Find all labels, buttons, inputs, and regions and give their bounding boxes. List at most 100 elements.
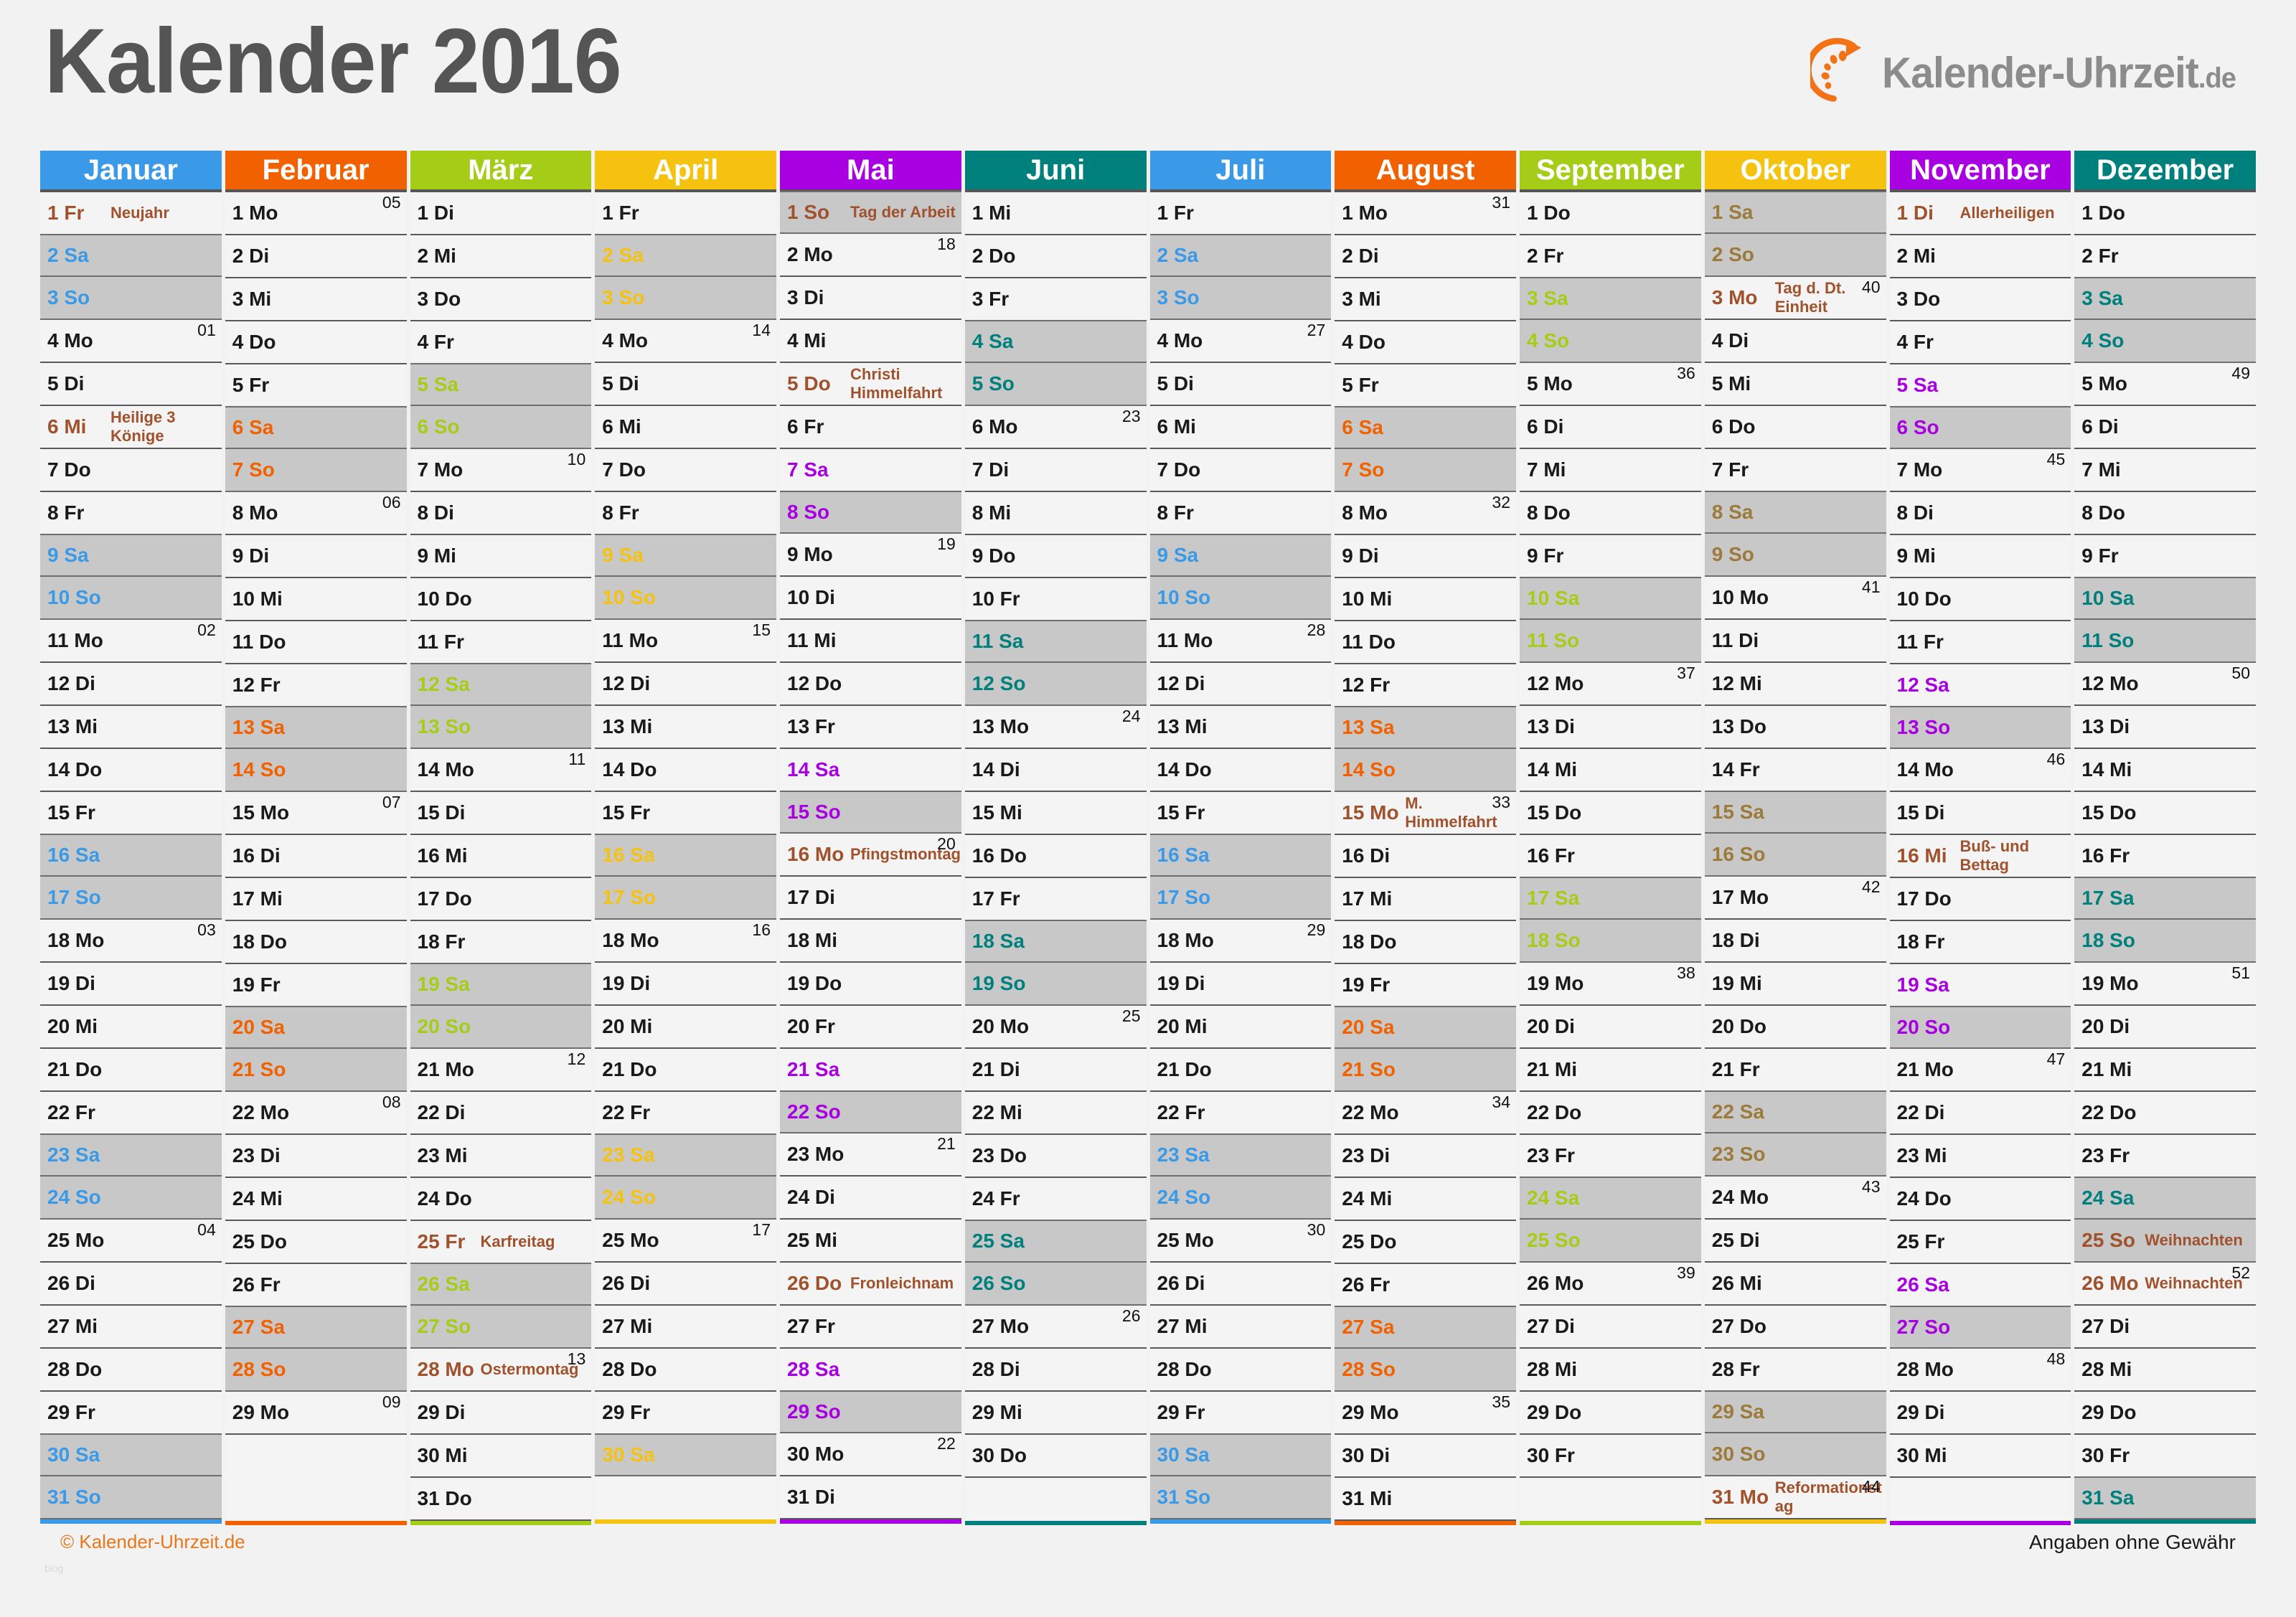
day-cell[interactable]: 1 Sa <box>1704 191 1886 234</box>
day-cell[interactable]: 8 Sa <box>1704 491 1886 534</box>
day-cell[interactable]: 24 Sa <box>1520 1177 1701 1220</box>
day-cell[interactable]: 17 So <box>1149 877 1332 920</box>
day-cell[interactable]: 16 Di <box>1335 835 1516 878</box>
day-cell[interactable]: 19 Sa <box>410 963 592 1006</box>
day-cell[interactable]: 5 Di <box>595 363 776 406</box>
day-cell[interactable]: 31 So <box>40 1476 222 1519</box>
day-cell[interactable]: 6 Di <box>1520 406 1701 449</box>
day-cell[interactable]: 2 Sa <box>595 234 776 277</box>
day-cell[interactable]: 16 Do <box>964 835 1147 878</box>
day-cell[interactable]: 30 Di <box>1335 1435 1516 1478</box>
day-cell[interactable]: 7 Fr <box>1704 449 1886 492</box>
day-cell[interactable]: 20 Sa <box>1335 1006 1516 1049</box>
day-cell[interactable]: 19 Fr <box>1335 964 1516 1007</box>
day-cell[interactable]: 26 Mo 39 <box>1520 1263 1701 1306</box>
day-cell[interactable]: 1 Do <box>2074 192 2256 235</box>
day-cell[interactable]: 12 Sa <box>410 663 592 706</box>
day-cell[interactable]: 17 Di <box>780 877 961 920</box>
day-cell[interactable]: 13 Mi <box>595 706 776 749</box>
day-cell[interactable]: 10 So <box>595 577 776 620</box>
day-cell[interactable]: 26 Di <box>1149 1263 1332 1306</box>
day-cell[interactable]: 14 Do <box>40 749 222 792</box>
day-cell[interactable]: 4 So <box>1520 320 1701 363</box>
month-header[interactable]: Oktober <box>1704 151 1886 189</box>
day-cell[interactable]: 4 Do <box>1335 321 1516 364</box>
day-cell[interactable]: 14 Di <box>964 749 1147 792</box>
day-cell[interactable]: 27 Mo 26 <box>964 1306 1147 1349</box>
day-cell[interactable]: 20 Mi <box>40 1006 222 1049</box>
day-cell[interactable]: 4 Do <box>225 321 407 364</box>
day-cell[interactable]: 18 Fr <box>410 921 592 964</box>
day-cell[interactable]: 6 Do <box>1704 406 1886 449</box>
day-cell[interactable]: 10 Sa <box>1520 577 1701 620</box>
day-cell[interactable]: 12 Di <box>595 663 776 706</box>
day-cell[interactable]: 8 Di <box>410 492 592 535</box>
day-cell[interactable]: 18 Mo 29 <box>1149 920 1332 963</box>
day-cell[interactable]: 3 So <box>595 277 776 320</box>
day-cell[interactable]: 21 Do <box>1149 1049 1332 1092</box>
day-cell[interactable]: 18 Mi <box>780 920 961 963</box>
day-cell[interactable]: 13 Fr <box>780 706 961 749</box>
day-cell[interactable]: 8 Mo 32 <box>1335 492 1516 535</box>
day-cell[interactable]: 9 Sa <box>595 534 776 577</box>
day-cell[interactable]: 29 Mo 35 <box>1335 1392 1516 1435</box>
day-cell[interactable]: 7 Mo 10 <box>410 449 592 492</box>
day-cell[interactable]: 25 Mo 04 <box>40 1220 222 1263</box>
day-cell[interactable]: 27 Mi <box>40 1306 222 1349</box>
day-cell[interactable]: 12 Fr <box>225 664 407 707</box>
month-header[interactable]: Dezember <box>2074 151 2256 189</box>
day-cell[interactable]: 18 Fr <box>1889 921 2071 964</box>
day-cell[interactable]: 5 Sa <box>1889 364 2071 407</box>
day-cell[interactable]: 19 So <box>964 963 1147 1006</box>
day-cell[interactable]: 24 So <box>40 1177 222 1220</box>
day-cell[interactable]: 9 Di <box>1335 535 1516 578</box>
day-cell[interactable]: 7 So <box>225 449 407 492</box>
day-cell[interactable]: 15 Fr <box>595 792 776 835</box>
day-cell[interactable]: 21 Mi <box>1520 1049 1701 1092</box>
day-cell[interactable]: 21 Mo 12 <box>410 1049 592 1092</box>
day-cell[interactable]: 16 So <box>1704 834 1886 877</box>
day-cell[interactable]: 26 Fr <box>225 1264 407 1307</box>
day-cell[interactable]: 24 Fr <box>964 1178 1147 1221</box>
day-cell[interactable]: 21 So <box>225 1049 407 1092</box>
day-cell[interactable]: 10 Do <box>410 578 592 621</box>
day-cell[interactable]: 8 Do <box>2074 492 2256 535</box>
day-cell[interactable]: 11 Mo 02 <box>40 620 222 663</box>
day-cell[interactable]: 21 Do <box>40 1049 222 1092</box>
day-cell[interactable]: 26 Di <box>40 1263 222 1306</box>
day-cell[interactable]: 2 Fr <box>2074 235 2256 278</box>
day-cell[interactable]: 2 Do <box>964 235 1147 278</box>
day-cell[interactable]: 5 Fr <box>225 364 407 407</box>
day-cell[interactable]: 17 Do <box>1889 878 2071 921</box>
day-cell[interactable]: 20 Fr <box>780 1006 961 1049</box>
day-cell[interactable]: 7 Mi <box>1520 449 1701 492</box>
day-cell[interactable]: 11 Di <box>1704 620 1886 663</box>
day-cell[interactable]: 26 Di <box>595 1263 776 1306</box>
day-cell[interactable]: 24 Mo 43 <box>1704 1177 1886 1220</box>
day-cell[interactable]: 23 Di <box>1335 1135 1516 1178</box>
day-cell[interactable]: 12 Mo 37 <box>1520 663 1701 706</box>
day-cell[interactable]: 16 Mi <box>410 835 592 878</box>
day-cell[interactable]: 8 Mi <box>964 492 1147 535</box>
day-cell[interactable]: 15 Do <box>2074 792 2256 835</box>
month-header[interactable]: April <box>595 151 776 189</box>
day-cell[interactable]: 17 Sa <box>2074 877 2256 920</box>
day-cell[interactable]: 14 Mo 46 <box>1889 749 2071 792</box>
day-cell[interactable]: 3 Mo Tag d. Dt. Einheit 40 <box>1704 277 1886 320</box>
day-cell[interactable]: 7 Mo 45 <box>1889 449 2071 492</box>
day-cell[interactable]: 7 Do <box>40 449 222 492</box>
day-cell[interactable]: 11 Sa <box>964 620 1147 663</box>
day-cell[interactable]: 23 Sa <box>595 1133 776 1177</box>
day-cell[interactable]: 5 Di <box>40 363 222 406</box>
day-cell[interactable]: 4 So <box>2074 320 2256 363</box>
day-cell[interactable]: 30 Mi <box>410 1435 592 1478</box>
day-cell[interactable]: 13 Sa <box>225 706 407 749</box>
day-cell[interactable]: 16 Sa <box>1149 834 1332 877</box>
month-header[interactable]: Februar <box>225 151 407 189</box>
day-cell[interactable]: 22 Mo 34 <box>1335 1092 1516 1135</box>
day-cell[interactable]: 31 So <box>1149 1476 1332 1519</box>
day-cell[interactable]: 11 Do <box>225 621 407 664</box>
day-cell[interactable]: 21 Do <box>595 1049 776 1092</box>
day-cell[interactable]: 26 Mi <box>1704 1263 1886 1306</box>
day-cell[interactable]: 25 Mo 30 <box>1149 1220 1332 1263</box>
